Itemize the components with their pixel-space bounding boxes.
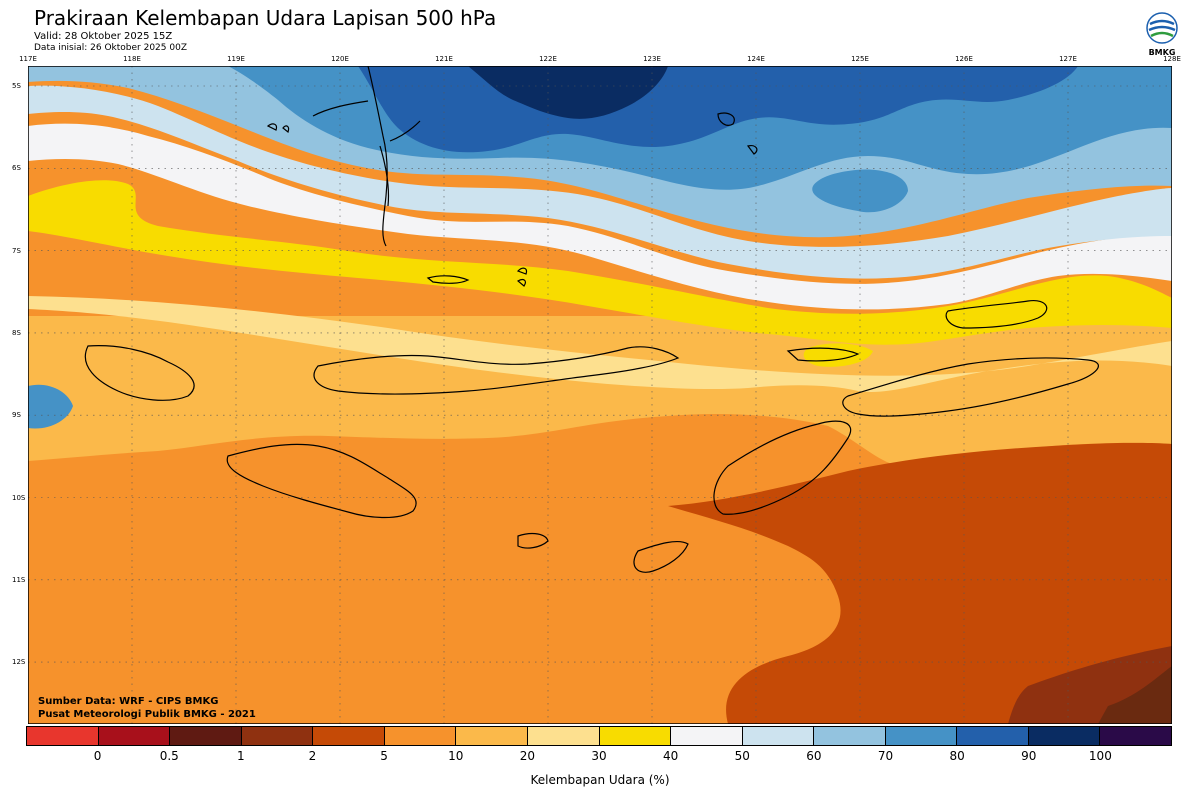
lon-label: 118E (123, 55, 141, 63)
band-dark-blue (468, 66, 668, 119)
colorbar-swatch (885, 727, 958, 745)
logo-text: BMKG (1149, 48, 1176, 57)
band-dark-brown (1098, 666, 1172, 724)
colorbar-tick: 5 (380, 749, 388, 763)
band-cream (28, 296, 1172, 392)
colorbar-tick: 0.5 (159, 749, 179, 763)
colorbar-swatch (957, 727, 1029, 745)
map-title: Prakiraan Kelembapan Udara Lapisan 500 h… (34, 6, 497, 30)
colorbar-swatch (313, 727, 385, 745)
colorbar-tick: 60 (806, 749, 822, 763)
buton-coast (379, 145, 390, 207)
colorbar-swatch (1100, 727, 1171, 745)
colorbar-swatch (1028, 727, 1101, 745)
colorbar-swatch (814, 727, 886, 745)
logo-wave-mid (1148, 25, 1176, 32)
wetar-coast (945, 299, 1048, 329)
initial-time: Data inisial: 26 Oktober 2025 00Z (34, 43, 187, 53)
timor-coast (713, 420, 852, 515)
data-source: Sumber Data: WRF - CIPS BMKG (38, 696, 219, 707)
band-white (28, 123, 1172, 310)
colorbar-swatch (671, 727, 743, 745)
sulawesi-coast (312, 66, 421, 247)
flores-coast (313, 346, 680, 395)
band-light-orange (28, 316, 1172, 468)
lat-label: 7S (12, 246, 21, 255)
colorbar-swatch (384, 727, 457, 745)
lon-label: 127E (1059, 55, 1077, 63)
colorbar-label: Kelembapan Udara (%) (530, 773, 670, 787)
humidity-map (28, 66, 1172, 724)
rote-coast (633, 540, 689, 573)
colorbar-tick: 70 (877, 749, 894, 763)
logo-wave-low (1150, 31, 1174, 38)
gridlines (28, 66, 1172, 724)
lon-label: 121E (435, 55, 453, 63)
small-islands-north (426, 267, 528, 287)
timor-outline (842, 357, 1099, 417)
lon-label: 123E (643, 55, 661, 63)
colorbar-swatch (170, 727, 242, 745)
lat-label: 5S (12, 82, 21, 90)
lon-label: 125E (851, 55, 869, 63)
colorbar-tick: 0 (93, 749, 102, 763)
lon-label: 128E (1163, 55, 1181, 63)
kalao-islands (266, 112, 758, 155)
lon-label: 126E (955, 55, 973, 63)
alor-coast (786, 347, 860, 362)
colorbar-swatch (241, 727, 314, 745)
sumbawa-coast (84, 345, 195, 401)
lat-label: 10S (12, 493, 26, 502)
lon-label: 120E (331, 55, 349, 63)
band-dark-orange (668, 442, 1172, 724)
lat-label: 9S (12, 411, 21, 420)
footer-center: Pusat Meteorologi Publik BMKG - 2021 (38, 709, 256, 720)
lat-label: 8S (12, 328, 21, 337)
logo-wave-top (1149, 19, 1175, 26)
sumba-coast (226, 443, 417, 519)
bmkg-logo: BMKG (1146, 12, 1178, 57)
band-blue-left (28, 384, 73, 429)
colorbar-swatch (98, 727, 171, 745)
lon-label: 117E (19, 55, 37, 63)
lon-label: 119E (227, 55, 245, 63)
lat-label: 12S (12, 658, 26, 667)
band-pale-blue (28, 85, 1172, 279)
colorbar (26, 726, 1172, 746)
lon-label: 122E (539, 55, 557, 63)
colorbar-swatch (599, 727, 672, 745)
colorbar-tick: 80 (949, 749, 965, 763)
colorbar-tick: 30 (591, 749, 607, 763)
lon-label: 124E (747, 55, 765, 63)
colorbar-swatch (456, 727, 528, 745)
colorbar-swatch (742, 727, 815, 745)
valid-time: Valid: 28 Oktober 2025 15Z (34, 31, 173, 42)
colorbar-tick: 50 (734, 749, 750, 763)
colorbar-swatch (527, 727, 600, 745)
colorbar-tick: 20 (519, 749, 536, 763)
colorbar-tick: 1 (237, 749, 245, 763)
colorbar-tick: 2 (308, 749, 317, 763)
sawu-coast (517, 532, 549, 549)
coastlines (84, 66, 1099, 573)
colorbar-tick: 90 (1021, 749, 1037, 763)
colorbar-tick: 40 (662, 749, 679, 763)
colorbar-swatch (27, 727, 99, 745)
band-yellow (28, 180, 1172, 345)
colorbar-tick: 100 (1088, 749, 1112, 763)
lat-label: 11S (12, 575, 26, 584)
lat-label: 6S (12, 164, 21, 173)
colorbar-tick: 10 (448, 749, 464, 763)
